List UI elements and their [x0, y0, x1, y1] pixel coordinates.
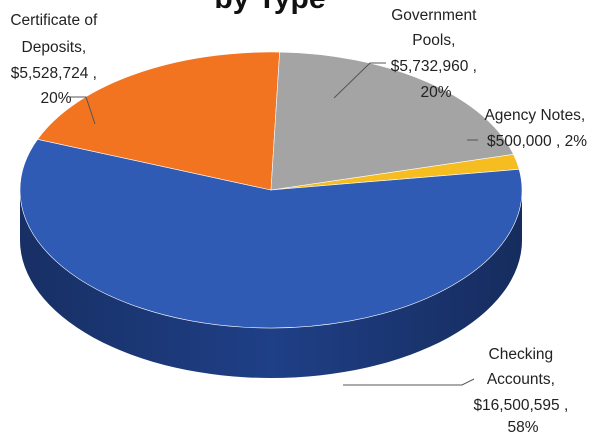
pie-slice-checking-accounts	[19, 138, 523, 329]
pie-side-walls	[20, 190, 522, 378]
pie-slice-government-pools	[270, 51, 514, 191]
leader-line-checking-accounts	[343, 378, 475, 386]
label-checking-accounts: Checking Accounts, $16,500,595 , 58%	[473, 346, 572, 435]
pie-side-shade-checking-accounts	[20, 190, 522, 378]
chart-title: by Type	[214, 0, 325, 15]
pie-slice-certificate-of-deposits	[37, 51, 280, 191]
leader-lines	[70, 62, 478, 386]
label-certificate-of-deposits: Certificate of Deposits, $5,528,724 , 20…	[10, 12, 101, 107]
leader-line-government-pools	[333, 62, 386, 99]
pie-top-faces	[19, 51, 523, 329]
leader-line-certificate-of-deposits	[70, 96, 96, 125]
label-agency-notes: Agency Notes, $500,000 , 2%	[484, 107, 589, 150]
label-government-pools: Government Pools, $5,732,960 , 20%	[391, 7, 482, 101]
